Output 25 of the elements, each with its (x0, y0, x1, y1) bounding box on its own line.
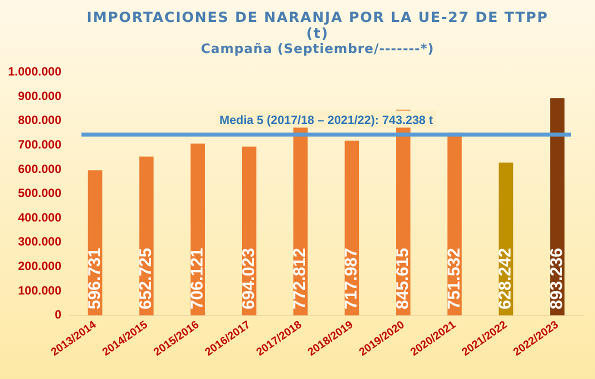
y-tick-label: 500.000 (18, 186, 62, 200)
y-tick-label: 800.000 (18, 113, 62, 128)
data-label: 628.242 (496, 248, 515, 310)
data-label: 751.532 (444, 248, 464, 310)
ref-line-label: Media 5 (2017/18 – 2021/22): 743.238 t (219, 112, 433, 127)
data-label: 772.812 (290, 248, 310, 310)
data-label: 706.121 (187, 248, 206, 310)
chart-title: IMPORTACIONES DE NARANJA POR LA UE-27 DE TTPP (86, 9, 550, 26)
y-tick-label: 100.000 (18, 283, 62, 298)
data-label: 694.023 (238, 248, 258, 310)
y-tick-label: 600.000 (18, 162, 62, 176)
y-tick-label: 200.000 (18, 259, 62, 274)
y-tick-label: 400.000 (18, 210, 62, 224)
chart-subtitle: (t) (305, 26, 330, 42)
y-tick-label: 0 (54, 308, 62, 322)
data-label: 652.725 (136, 248, 156, 310)
data-label: 845.615 (392, 248, 412, 310)
data-label: 596.731 (84, 248, 104, 310)
y-tick-label: 300.000 (18, 234, 62, 249)
data-label: 717.987 (342, 248, 361, 310)
text: Campaña (Septiembre/-------*) (200, 42, 436, 57)
y-tick-label: 900.000 (18, 88, 62, 103)
y-tick-label: 1.000.000 (8, 64, 62, 79)
data-label: 893.236 (547, 248, 566, 310)
y-tick-label: 700.000 (18, 137, 62, 152)
